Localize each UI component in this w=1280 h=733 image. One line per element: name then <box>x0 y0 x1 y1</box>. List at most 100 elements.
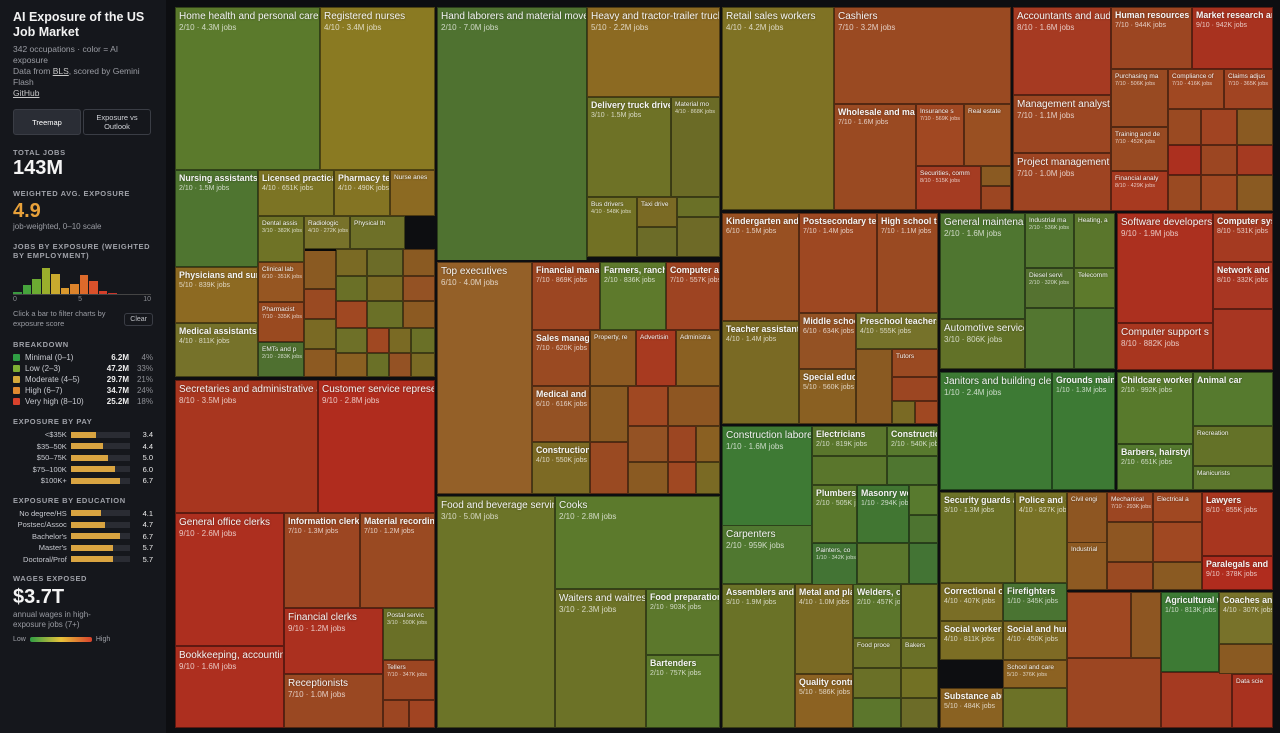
treemap-cell[interactable]: Purchasing ma 7/10 · 506K jobs <box>1111 69 1168 127</box>
treemap-cell[interactable]: Paralegals and 9/10 · 378K jobs <box>1202 556 1273 590</box>
treemap-cell[interactable]: Property, re <box>590 330 636 386</box>
treemap-cell[interactable]: Industrial <box>1067 542 1107 590</box>
treemap-cell[interactable]: Home health and personal care aides2/10 … <box>175 7 320 170</box>
treemap-tile[interactable] <box>304 349 336 377</box>
treemap-tile[interactable] <box>367 276 403 301</box>
treemap-cell[interactable]: Recreation <box>1193 426 1273 466</box>
treemap-cell[interactable]: Tellers 7/10 · 347K jobs <box>383 660 435 700</box>
treemap-cell[interactable]: Administra <box>676 330 720 386</box>
treemap-cell[interactable]: Advertisin <box>636 330 676 386</box>
treemap-cell[interactable]: Construction 2/10 · 540K jobs <box>887 426 938 456</box>
treemap-cell[interactable]: Insurance s 7/10 · 569K jobs <box>916 104 964 166</box>
treemap-cell[interactable]: Clinical lab 6/10 · 351K jobs <box>258 262 304 302</box>
treemap-tile[interactable] <box>1201 145 1237 175</box>
histogram-bar[interactable] <box>98 291 107 294</box>
treemap-tile[interactable] <box>367 328 389 353</box>
treemap-cell[interactable]: Human resources s 7/10 · 944K jobs <box>1111 7 1192 69</box>
treemap-cell[interactable]: Accountants and auditors8/10 · 1.6M jobs <box>1013 7 1111 95</box>
treemap-cell[interactable]: Metal and plasti 4/10 · 1.0M jobs <box>795 584 853 674</box>
treemap-cell[interactable]: Training and de 7/10 · 452K jobs <box>1111 127 1168 171</box>
treemap-tile[interactable] <box>1201 109 1237 145</box>
treemap-tile[interactable] <box>887 456 938 485</box>
treemap-cell[interactable]: Radiologic 4/10 · 272K jobs <box>304 216 350 249</box>
treemap-tile[interactable] <box>1003 688 1067 728</box>
treemap-cell[interactable]: Computer syste 8/10 · 531K jobs <box>1213 213 1273 262</box>
treemap-cell[interactable]: General office clerks 9/10 · 2.6M jobs <box>175 513 284 646</box>
treemap-tile[interactable] <box>409 700 435 728</box>
treemap-cell[interactable]: Financial manager 7/10 · 869K jobs <box>532 262 600 330</box>
github-link[interactable]: GitHub <box>13 88 40 98</box>
treemap-cell[interactable]: Welders, cu 2/10 · 457K jobs <box>853 584 901 638</box>
treemap-cell[interactable]: Police and d 4/10 · 827K jobs <box>1015 492 1067 583</box>
treemap-cell[interactable]: Pharmacy tech 4/10 · 490K jobs <box>334 170 390 216</box>
treemap-tile[interactable] <box>981 186 1011 210</box>
treemap-tile[interactable] <box>1168 175 1201 211</box>
treemap-cell[interactable]: Medical assistants 4/10 · 811K jobs <box>175 323 258 377</box>
treemap-cell[interactable]: Automotive service 3/10 · 806K jobs <box>940 319 1025 369</box>
treemap-tile[interactable] <box>1213 309 1273 370</box>
treemap-cell[interactable]: Financial analy 8/10 · 429K jobs <box>1111 171 1168 211</box>
treemap-tile[interactable] <box>909 485 938 515</box>
treemap-cell[interactable]: Masonry wor 1/10 · 294K jobs <box>857 485 909 543</box>
treemap-cell[interactable]: Agricultural wo 1/10 · 813K jobs <box>1161 592 1219 672</box>
histogram-bar[interactable] <box>13 292 22 294</box>
treemap-cell[interactable]: Claims adjus 7/10 · 365K jobs <box>1224 69 1273 109</box>
treemap-tile[interactable] <box>677 217 720 257</box>
treemap-tile[interactable] <box>403 276 435 301</box>
treemap-cell[interactable]: Registered nurses 4/10 · 3.4M jobs <box>320 7 435 170</box>
treemap-tile[interactable] <box>853 668 901 698</box>
treemap-tile[interactable] <box>367 249 403 276</box>
histogram-bar[interactable] <box>51 274 60 294</box>
exposure-histogram[interactable] <box>13 264 151 295</box>
treemap-cell[interactable]: Substance abuse 5/10 · 484K jobs <box>940 688 1003 728</box>
treemap-cell[interactable]: Dental assis 3/10 · 382K jobs <box>258 216 304 262</box>
treemap-tile[interactable] <box>367 353 389 377</box>
treemap-cell[interactable]: Manicurists <box>1193 466 1273 490</box>
treemap-cell[interactable]: Preschool teachers 4/10 · 555K jobs <box>856 313 938 349</box>
treemap-tile[interactable] <box>856 349 892 424</box>
histogram-bar[interactable] <box>32 279 41 294</box>
treemap-cell[interactable]: Barbers, hairstyl 2/10 · 651K jobs <box>1117 444 1193 490</box>
histogram-bar[interactable] <box>79 275 88 294</box>
treemap-tile[interactable] <box>304 289 336 319</box>
treemap-tile[interactable] <box>812 456 887 485</box>
treemap-tile[interactable] <box>1201 175 1237 211</box>
treemap-cell[interactable]: School and care 5/10 · 376K jobs <box>1003 660 1067 688</box>
treemap-cell[interactable]: Food preparation w 2/10 · 903K jobs <box>646 589 720 655</box>
treemap-tile[interactable] <box>304 249 336 289</box>
treemap-tile[interactable] <box>628 426 668 462</box>
treemap-cell[interactable]: Hand laborers and material movers 2/10 · … <box>437 7 587 262</box>
treemap-cell[interactable]: Medical and he 6/10 · 616K jobs <box>532 386 590 442</box>
treemap-cell[interactable]: Kindergarten and e 6/10 · 1.5M jobs <box>722 213 799 321</box>
treemap-tile[interactable] <box>901 698 938 728</box>
histogram-bar[interactable] <box>89 281 98 294</box>
treemap-tile[interactable] <box>637 227 677 257</box>
treemap-tile[interactable] <box>1168 109 1201 145</box>
treemap-tile[interactable] <box>367 301 403 328</box>
treemap-cell[interactable]: Animal car <box>1193 372 1273 426</box>
bls-link[interactable]: BLS <box>52 66 69 76</box>
treemap-tile[interactable] <box>336 249 367 276</box>
treemap-cell[interactable]: Taxi drive <box>637 197 677 227</box>
treemap-cell[interactable]: Retail sales workers 4/10 · 4.2M jobs <box>722 7 834 210</box>
treemap-tile[interactable] <box>1107 522 1153 562</box>
treemap-tile[interactable] <box>1237 175 1273 211</box>
treemap-tile[interactable] <box>305 249 336 251</box>
treemap-tile[interactable] <box>981 166 1011 186</box>
treemap-tile[interactable] <box>901 668 938 698</box>
treemap-tile[interactable] <box>696 462 720 494</box>
treemap-cell[interactable]: Licensed practical 4/10 · 651K jobs <box>258 170 334 216</box>
treemap-cell[interactable]: Special educati 5/10 · 560K jobs <box>799 369 856 424</box>
treemap-cell[interactable]: Bakers <box>901 638 938 668</box>
treemap-cell[interactable]: Plumbers, p 2/10 · 505K jobs <box>812 485 857 543</box>
treemap-cell[interactable]: Teacher assistants 4/10 · 1.4M jobs <box>722 321 799 424</box>
treemap-cell[interactable]: Painters, co 1/10 · 342K jobs <box>812 543 857 587</box>
exposure-vs-outlook-button[interactable]: Exposure vs Outlook <box>83 109 151 135</box>
treemap-tile[interactable] <box>853 698 901 728</box>
treemap-tile[interactable] <box>336 353 367 377</box>
treemap-tile[interactable] <box>389 353 411 377</box>
treemap-tile[interactable] <box>909 515 938 543</box>
treemap-cell[interactable]: Material recording 7/10 · 1.2M jobs <box>360 513 435 608</box>
treemap-tile[interactable] <box>411 328 435 353</box>
treemap-cell[interactable]: Correctional offi 4/10 · 407K jobs <box>940 583 1003 621</box>
